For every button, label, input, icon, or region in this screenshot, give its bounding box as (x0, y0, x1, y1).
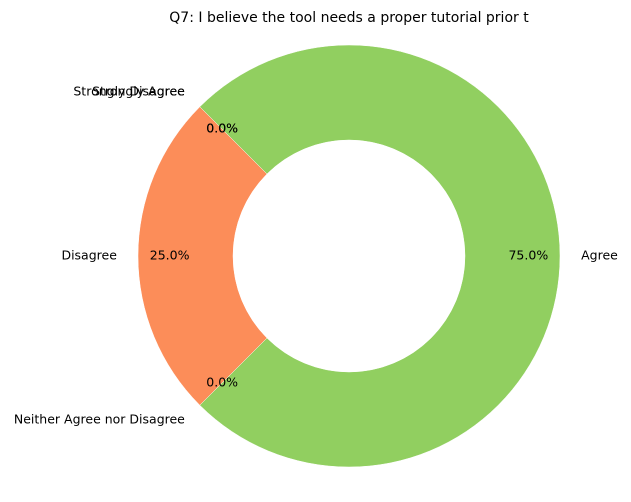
slice-label-strongly-agree: Strongly Agree (92, 83, 185, 98)
slice-label-disagree: Disagree (61, 248, 117, 263)
slice-label-strongly-disagree: Strongly Disagree (73, 83, 185, 98)
pct-label-disagree: 25.0% (150, 248, 190, 263)
donut-labels: Strongly Agree 0.0% Disagree 25.0% Neither A… (14, 83, 618, 426)
pct-label-agree: 75.0% (508, 248, 548, 263)
slice-label-neither-agree-nor-disagree: Neither Agree nor Disagree (14, 412, 185, 427)
slice-agree (199, 44, 561, 468)
pct-label-neither-agree-nor-disagree: 0.0% (206, 374, 238, 389)
pct-label-strongly-agree: 0.0% (206, 121, 238, 136)
slice-label-agree: Agree (581, 248, 618, 263)
chart-title: Q7: I believe the tool needs a proper tu… (169, 10, 529, 26)
pct-label-strongly-disagree: 0.0% (206, 121, 238, 136)
donut-slices (137, 44, 561, 468)
slice-disagree (137, 106, 268, 406)
